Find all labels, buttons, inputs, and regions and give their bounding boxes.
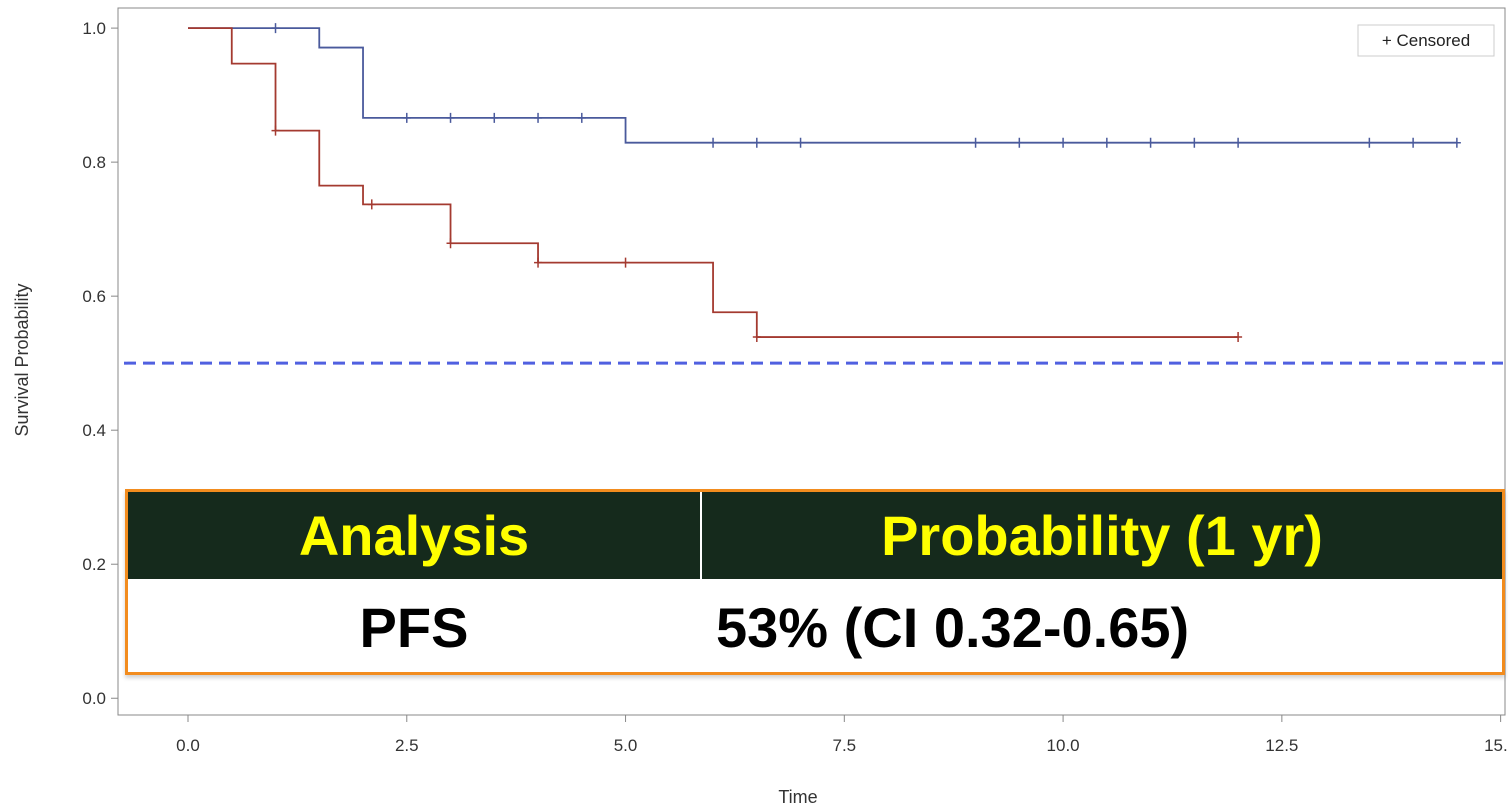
series-1-censor-mark [1102,137,1111,148]
y-tick-label: 0.4 [82,421,106,440]
series-1-censor-mark [1234,137,1243,148]
series-1-censor-mark [752,137,761,148]
series-1-censor-mark [709,137,718,148]
legend-censored-label: + Censored [1382,31,1470,50]
cell-analysis-pfs: PFS [359,595,469,659]
y-tick-label: 0.2 [82,555,106,574]
legend: + Censored [1357,24,1495,57]
series-2-censor-mark [621,257,630,268]
series-2-censor-mark [752,332,761,343]
series-1-censor-mark [402,112,411,123]
legend-box [1357,24,1495,57]
cell-probability-value: 53% (CI 0.32-0.65) [716,595,1190,659]
series-1-censor-mark [1365,137,1374,148]
x-tick-label: 7.5 [832,736,856,755]
series-1-censor-mark [1452,137,1461,148]
x-tick-label: 0.0 [176,736,200,755]
series-1-censor-mark [1409,137,1418,148]
header-analysis: Analysis [298,504,530,567]
table-header-row [128,492,1502,579]
y-tick-label: 0.8 [82,153,106,172]
series-1-censor-mark [534,112,543,123]
series-2-censor-mark [367,199,376,210]
y-axis-title: Survival Probability [12,283,32,436]
series-2-censor-mark [1234,332,1243,343]
series-1-censor-mark [490,112,499,123]
series-1-censor-mark [1146,137,1155,148]
series-1-censor-mark [796,137,805,148]
series-1-censor-mark [577,112,586,123]
plot-frame [117,7,1506,716]
y-tick-label: 0.0 [82,689,106,708]
series-2-censor-mark [446,238,455,249]
x-tick-label: 10.0 [1047,736,1080,755]
table-header-divider [700,492,702,579]
series-2-censor-mark [534,257,543,268]
series-1-censor-mark [1059,137,1068,148]
x-tick-label: 15.0 [1484,736,1508,755]
summary-table: Analysis Probability (1 yr) PFS 53% (CI … [125,489,1505,675]
series-1-censor-mark [446,112,455,123]
x-axis-title: Time [778,787,817,805]
series-1-curve [188,27,1457,144]
y-tick-label: 1.0 [82,19,106,38]
y-tick-label: 0.6 [82,287,106,306]
series-2-censor-mark [271,125,280,136]
series-1-censor-mark [1015,137,1024,148]
x-tick-label: 12.5 [1265,736,1298,755]
series-1-censor-mark [971,137,980,148]
series-2-curve [188,27,1239,338]
x-tick-label: 5.0 [614,736,638,755]
header-probability: Probability (1 yr) [881,504,1323,567]
series-1-censor-mark [1190,137,1199,148]
x-tick-label: 2.5 [395,736,419,755]
series-1-censor-mark [271,23,280,34]
